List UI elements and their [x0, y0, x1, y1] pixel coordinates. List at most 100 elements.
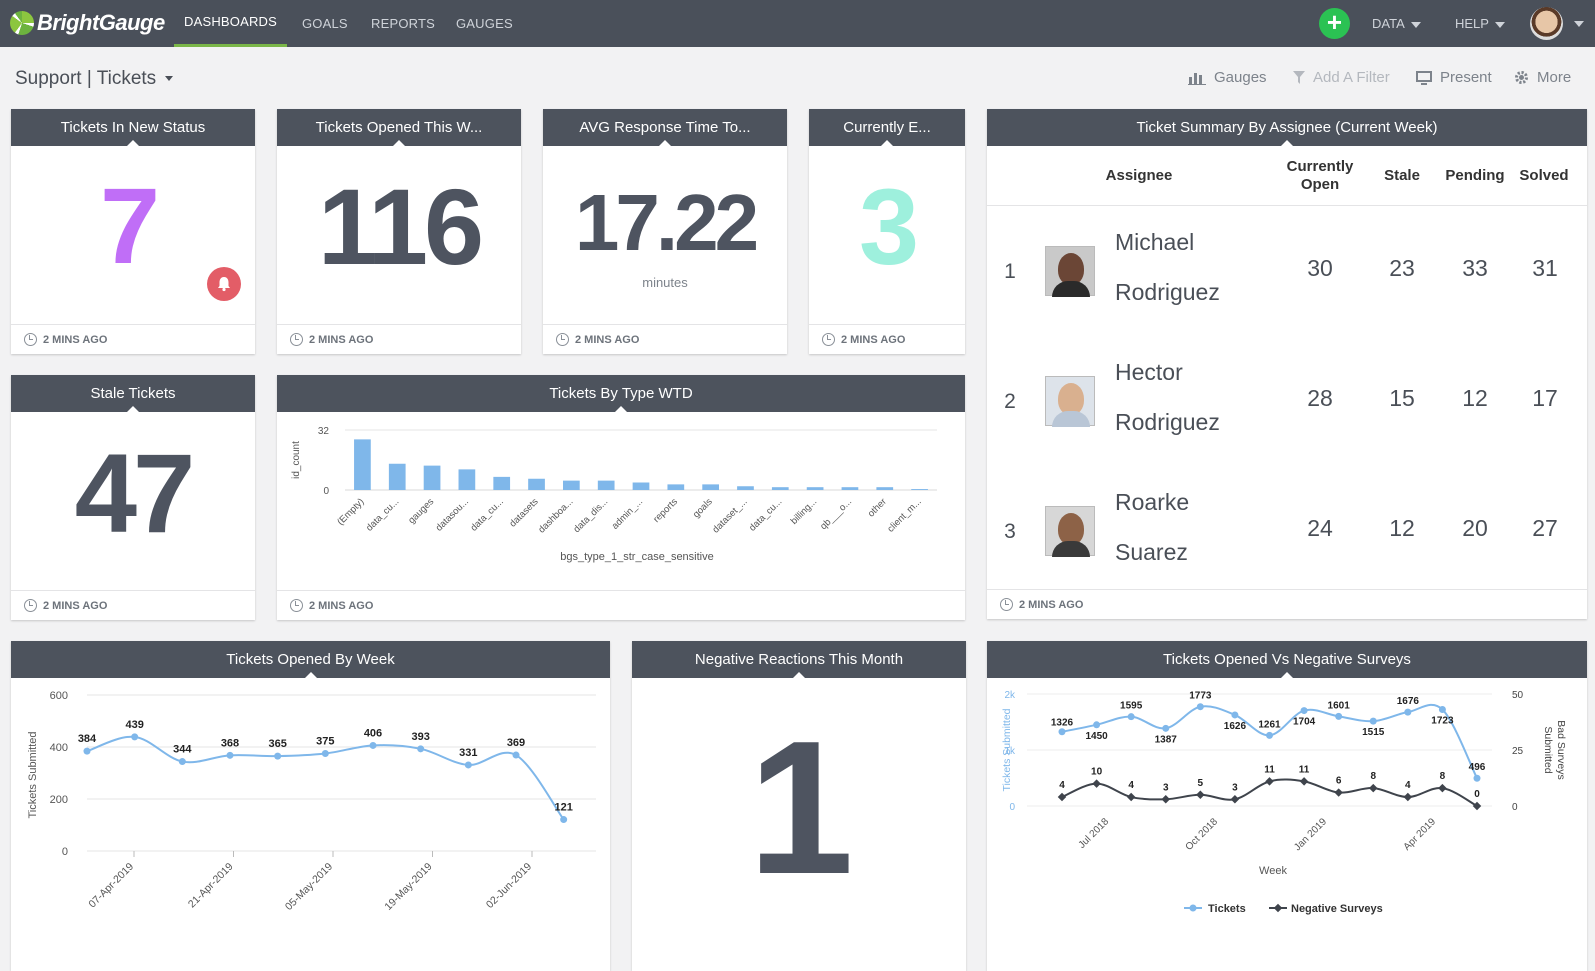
bar: [702, 484, 720, 490]
data-label: 1450: [1085, 731, 1108, 742]
data-label: 1515: [1362, 727, 1385, 738]
col-header-solved[interactable]: Solved: [1519, 167, 1569, 184]
cell-pending: 33: [1462, 255, 1488, 281]
gauge-footer: 2 MINS AGO: [987, 589, 1587, 619]
data-label: 375: [316, 736, 334, 748]
col-header-currently-open[interactable]: Currently Open: [1279, 158, 1361, 194]
gauge-footer: 2 MINS AGO: [277, 590, 965, 620]
data-label: 331: [459, 747, 477, 759]
data-point: [1127, 713, 1135, 721]
data-label: 1626: [1224, 721, 1247, 732]
y-tick-label: 0: [323, 486, 329, 497]
gauge-card-new-status[interactable]: Tickets In New Status 7 2 MINS AGO: [11, 109, 255, 354]
y-right-tick-label: 50: [1512, 690, 1524, 701]
col-header-assignee[interactable]: Assignee: [1105, 167, 1173, 184]
data-label: 4: [1405, 780, 1411, 791]
clock-icon: [556, 333, 569, 346]
assignee-photo: [1045, 246, 1095, 297]
col-header-pending[interactable]: Pending: [1445, 167, 1505, 184]
bell-icon: [218, 277, 230, 292]
top-nav: BrightGauge DASHBOARDS GOALS REPORTS GAU…: [0, 0, 1595, 47]
data-point: [512, 751, 520, 759]
data-point: [1299, 777, 1309, 786]
x-tick-label: Oct 2018: [1184, 816, 1221, 853]
cell-solved: 31: [1532, 255, 1558, 281]
data-point: [1404, 708, 1412, 716]
data-label: 3: [1232, 782, 1238, 793]
nav-goals[interactable]: GOALS: [302, 16, 348, 31]
face-shape: [1058, 383, 1084, 415]
x-tick-label: 19-May-2019: [382, 861, 434, 913]
nav-gauges[interactable]: GAUGES: [456, 16, 513, 31]
data-point: [1093, 721, 1101, 729]
gauge-title: Tickets By Type WTD: [277, 375, 965, 412]
gauge-card-avg-response[interactable]: AVG Response Time To... 17.22 minutes 2 …: [543, 109, 787, 354]
x-tick-label: client_m...: [885, 496, 923, 534]
data-label: 11: [1264, 764, 1275, 775]
assignee-photo: [1045, 506, 1095, 557]
clock-icon: [290, 333, 303, 346]
brightgauge-logo[interactable]: BrightGauge: [10, 8, 165, 38]
data-label: 3: [1163, 782, 1169, 793]
bar: [388, 463, 406, 490]
data-label: 5: [1198, 778, 1204, 789]
gauge-card-stale-tickets[interactable]: Stale Tickets 47 2 MINS AGO: [11, 375, 255, 620]
chevron-down-icon[interactable]: [1574, 21, 1584, 27]
user-avatar[interactable]: [1530, 7, 1563, 40]
y-tick-label: 32: [318, 426, 330, 437]
data-point: [83, 747, 91, 755]
data-label: 344: [173, 744, 192, 756]
gauge-card-opened-this-week[interactable]: Tickets Opened This W... 116 2 MINS AGO: [277, 109, 521, 354]
cell-solved: 27: [1532, 515, 1558, 541]
assignee-photo: [1045, 376, 1095, 427]
gauge-card-tickets-opened-by-week[interactable]: Tickets Opened By Week 0 200 400 600 Tickets…: [11, 641, 610, 971]
gauge-card-tickets-vs-surveys[interactable]: Tickets Opened Vs Negative Surveys 0 1k 2k…: [987, 641, 1587, 971]
gauge-card-tickets-by-type[interactable]: Tickets By Type WTD 32 0 id_count (Empty) da…: [277, 375, 965, 620]
assignee-last-name: Rodriguez: [1115, 409, 1220, 435]
gauge-footer: 2 MINS AGO: [809, 324, 965, 354]
gauge-card-currently[interactable]: Currently E... 3 2 MINS AGO: [809, 109, 965, 354]
gauges-button[interactable]: Gauges: [1188, 69, 1267, 86]
gauges-label: Gauges: [1214, 69, 1267, 86]
y-right-tick-label: 25: [1512, 746, 1524, 757]
legend-label-negative-surveys: Negative Surveys: [1291, 903, 1383, 915]
add-button[interactable]: +: [1319, 8, 1350, 39]
bar-chart-icon: [1188, 72, 1206, 85]
present-button[interactable]: Present: [1416, 69, 1492, 86]
data-menu[interactable]: DATA: [1372, 0, 1421, 47]
kpi-value: 116: [317, 166, 484, 287]
gauge-card-ticket-summary[interactable]: Ticket Summary By Assignee (Current Week…: [987, 109, 1587, 619]
x-tick-label: Jan 2019: [1292, 816, 1329, 853]
row-rank: 3: [1004, 520, 1016, 543]
bar: [667, 484, 685, 490]
x-tick-label: 21-Apr-2019: [186, 861, 236, 911]
nav-reports[interactable]: REPORTS: [371, 16, 436, 31]
dashboard-selector[interactable]: Support | Tickets: [15, 68, 174, 90]
data-label: 406: [364, 727, 382, 739]
more-button[interactable]: More: [1514, 69, 1571, 86]
gauge-title: Tickets Opened Vs Negative Surveys: [987, 641, 1587, 678]
kpi-value: 47: [74, 431, 196, 556]
gauge-card-negative-reactions[interactable]: Negative Reactions This Month 1: [632, 641, 966, 971]
data-label: 365: [268, 738, 286, 750]
data-label: 1387: [1155, 734, 1178, 745]
updated-time: 2 MINS AGO: [841, 334, 906, 346]
help-menu[interactable]: HELP: [1455, 0, 1505, 47]
x-tick-label: qb___o...: [818, 496, 854, 532]
add-filter-button[interactable]: Add A Filter: [1293, 69, 1390, 86]
data-label: 384: [78, 733, 97, 745]
updated-time: 2 MINS AGO: [309, 334, 374, 346]
assignee-last-name: Rodriguez: [1115, 279, 1220, 305]
data-point: [274, 752, 282, 760]
data-point: [1265, 777, 1274, 786]
y-left-tick-label: 2k: [1004, 690, 1016, 701]
data-label: 11: [1299, 764, 1310, 775]
x-tick-label: data_cu...: [364, 496, 401, 533]
data-label: 369: [507, 737, 525, 749]
y-left-tick-label: 1k: [1004, 746, 1016, 757]
alert-bell-icon[interactable]: [207, 267, 241, 301]
col-header-stale[interactable]: Stale: [1384, 167, 1420, 184]
nav-dashboards[interactable]: DASHBOARDS: [174, 0, 287, 47]
gauge-title: Tickets Opened This W...: [277, 109, 521, 146]
x-tick-label: reports: [651, 496, 680, 525]
